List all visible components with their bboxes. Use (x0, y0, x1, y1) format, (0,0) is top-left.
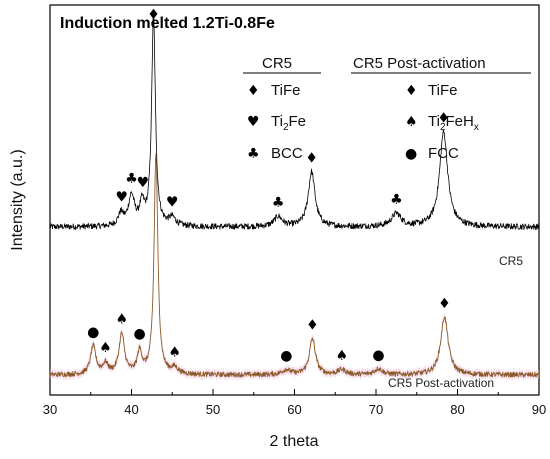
series-lines-layer (49, 12, 540, 378)
peak-marker: ● (87, 324, 99, 340)
y-axis-title: Intensity (a.u.) (9, 149, 26, 250)
x-tick-label: 40 (124, 402, 138, 417)
x-tick-label: 80 (450, 402, 464, 417)
legend-label-tife-cr5: TiFe (271, 82, 300, 99)
x-tick-label: 50 (206, 402, 220, 417)
legend-label-bcc: BCC (271, 145, 303, 162)
peak-marker: ♠ (168, 344, 181, 360)
peak-marker: ♣ (390, 192, 403, 208)
legend-label-ti2fehx: Ti2FeHx (428, 113, 479, 133)
x-tick-label: 90 (532, 402, 546, 417)
peak-marker: ● (372, 347, 384, 363)
peak-marker: ♦ (147, 7, 160, 23)
x-axis-title: 2 theta (270, 433, 319, 450)
legend-heading-post-activation: CR5 Post-activation (353, 55, 486, 72)
chart-title: Induction melted 1.2Ti-0.8Fe (60, 15, 275, 32)
series-shade-post-activation (50, 150, 539, 382)
peak-marker: ♥ (166, 194, 179, 210)
series-line-cr5 (49, 12, 540, 231)
peak-marker: ♠ (115, 312, 128, 328)
legend-label-ti2fe: Ti2Fe (271, 113, 306, 133)
legend-glyph-ti2fehx: ♠ (405, 114, 418, 130)
series-label-post-activation: CR5 Post-activation (388, 376, 494, 390)
peak-marker: ♥ (137, 175, 150, 191)
peak-marker: ♦ (437, 111, 450, 127)
legend-glyph-tife-post: ♦ (405, 83, 418, 99)
legend-label-tife-post: TiFe (428, 82, 457, 99)
peak-marker: ♠ (99, 340, 112, 356)
peak-marker: ♣ (125, 171, 138, 187)
series-label-cr5: CR5 (499, 254, 523, 268)
peak-marker: ● (134, 326, 146, 342)
x-axis: 30 40 50 60 70 80 90 (43, 389, 546, 417)
legend-label-fcc: FCC (428, 145, 459, 162)
legend: CR5 ♦ TiFe ♥ Ti2Fe ♣ BCC CR5 Post-activa… (243, 55, 531, 162)
legend-heading-cr5: CR5 (262, 55, 292, 72)
x-tick-label: 30 (43, 402, 57, 417)
series-shade-layer (50, 150, 539, 382)
legend-glyph-bcc: ♣ (247, 146, 260, 162)
peak-marker: ♦ (438, 296, 451, 312)
legend-glyph-tife-cr5: ♦ (247, 83, 260, 99)
peak-annotations: ♥♣♥♦♥ ♣♦♣♦●♠♠●♠ ●♦♠ ●♦ (87, 7, 451, 364)
peak-marker: ● (280, 348, 292, 364)
series-line-post-activation (49, 153, 540, 378)
x-tick-label: 70 (369, 402, 383, 417)
peak-marker: ♦ (305, 151, 318, 167)
x-tick-label: 60 (287, 402, 301, 417)
legend-glyph-ti2fe: ♥ (247, 114, 260, 130)
peak-marker: ♣ (272, 195, 285, 211)
peak-marker: ♦ (306, 318, 319, 334)
peak-marker: ♠ (335, 348, 348, 364)
legend-glyph-fcc: ● (405, 146, 417, 162)
peak-marker: ♥ (115, 189, 128, 205)
